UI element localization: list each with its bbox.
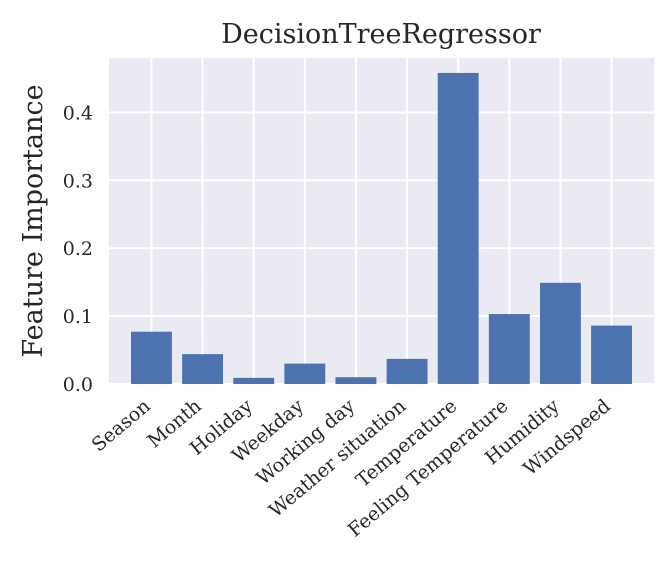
y-tick-labels: 0.0 0.1 0.2 0.3 0.4 [63, 102, 93, 396]
bar [591, 325, 632, 384]
bar [335, 377, 377, 384]
x-tick-label: Season [88, 395, 155, 456]
y-tick-label: 0.4 [63, 102, 93, 124]
bars-group [131, 72, 632, 385]
bar [182, 354, 224, 384]
bar [386, 358, 428, 384]
y-tick-label: 0.0 [63, 374, 93, 396]
y-tick-label: 0.2 [63, 238, 93, 260]
bar [488, 314, 530, 384]
chart-title: DecisionTreeRegressor [221, 19, 541, 50]
bar [437, 72, 479, 385]
bar [284, 363, 326, 384]
y-tick-label: 0.3 [63, 170, 93, 192]
y-axis-label: Feature Importance [18, 84, 49, 357]
bar [131, 331, 172, 384]
y-tick-label: 0.1 [63, 306, 93, 328]
bar [539, 282, 581, 384]
bar [233, 377, 275, 384]
